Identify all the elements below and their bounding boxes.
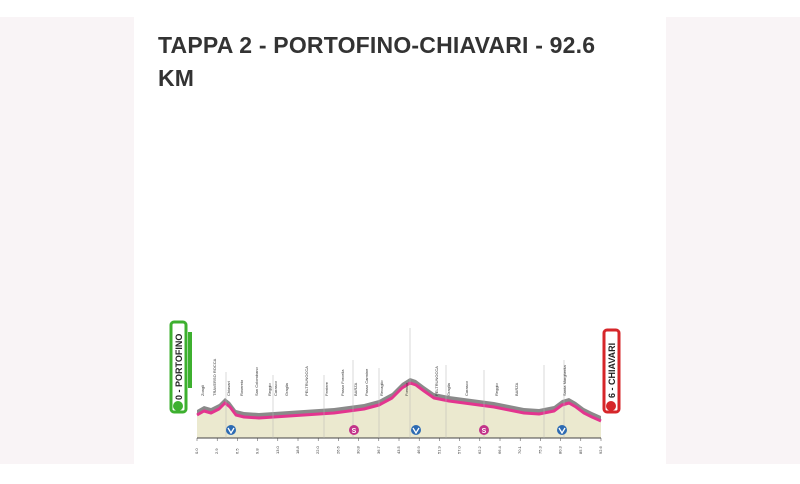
km-label: 66.4 — [497, 445, 502, 454]
locality-label: BARZA — [514, 382, 519, 396]
terrain-fill — [197, 383, 601, 438]
locality-label: Ferriere — [324, 381, 329, 396]
km-label: 62.2 — [477, 445, 482, 454]
locality-label: TRAVERSO ROCCA — [212, 358, 217, 396]
locality-label: Passo Forcella — [340, 369, 345, 396]
km-label: 46.9 — [416, 445, 421, 454]
stage-profile: 0 - PORTOFINO 6 - CHIAVARI — [164, 320, 626, 460]
stage-card: TAPPA 2 - PORTOFINO-CHIAVARI - 92.6 KM 0… — [134, 17, 666, 464]
locality-label: Carasco — [273, 380, 278, 396]
intermediate-sprint-marker: S — [479, 425, 489, 435]
kom-marker — [226, 425, 236, 435]
km-label: 80.3 — [558, 445, 563, 454]
route-line — [196, 381, 602, 423]
locality-label: Chiavari — [226, 381, 231, 396]
km-label: 75.3 — [537, 445, 542, 454]
page-title: TAPPA 2 - PORTOFINO-CHIAVARI - 92.6 KM — [158, 32, 596, 91]
km-label: 2.9 — [214, 448, 219, 454]
svg-text:S: S — [482, 428, 487, 435]
km-label: 6.5 — [234, 448, 239, 454]
start-marker: 0 - PORTOFINO — [169, 320, 192, 414]
km-label: 36.7 — [376, 445, 381, 454]
km-label: 13.0 — [275, 445, 280, 454]
locality-label: PELTRUNOCCA — [304, 366, 309, 396]
locality-label: Recaglio — [379, 380, 384, 396]
km-label: 51.9 — [436, 445, 441, 454]
locality-label: San Colombano — [254, 367, 259, 396]
intermediate-sprint-marker: S — [349, 425, 359, 435]
locality-label: Rovereto — [239, 379, 244, 396]
locality-label: Fornico — [404, 382, 409, 396]
right-margin — [666, 17, 800, 464]
km-label: 22.0 — [315, 445, 320, 454]
locality-label: Passo Carmine — [364, 368, 369, 396]
locality-label: BARZA — [353, 382, 358, 396]
finish-marker: 6 - CHIAVARI — [602, 328, 621, 414]
km-label: 30.8 — [356, 445, 361, 454]
km-label: 85.7 — [578, 445, 583, 454]
left-margin — [0, 17, 134, 464]
km-label: 0.0 — [194, 448, 199, 454]
locality-label: Reggio — [494, 383, 499, 396]
kom-marker — [557, 425, 567, 435]
svg-text:S: S — [352, 428, 357, 435]
finish-label: 6 - CHIAVARI — [607, 343, 617, 398]
kom-marker — [411, 425, 421, 435]
km-label: 57.0 — [457, 445, 462, 454]
km-labels: 0.0 2.9 6.5 9.8 13.0 18.8 22.0 26.6 30.8 36.7 43.5… — [194, 438, 603, 454]
locality-label: Graglia — [446, 382, 451, 396]
start-label: 0 - PORTOFINO — [174, 334, 184, 400]
locality-label: Graglia — [284, 382, 289, 396]
locality-label: Zoagli — [200, 385, 205, 396]
locality-label: Carasco — [464, 380, 469, 396]
km-label: 26.6 — [335, 445, 340, 454]
elevation-profile-graphic: 0 - PORTOFINO 6 - CHIAVARI — [169, 320, 621, 454]
locality-label: Santa Margherita — [562, 365, 567, 396]
km-label: 92.6 — [598, 445, 603, 454]
km-label: 9.8 — [255, 448, 260, 454]
locality-label: Reggio — [267, 383, 272, 396]
km-label: 43.5 — [396, 445, 401, 454]
locality-label: PELTRUNOCCA — [434, 366, 439, 396]
km-label: 18.8 — [295, 445, 300, 454]
locality-labels: Zoagli TRAVERSO ROCCA Chiavari Rovereto San … — [200, 358, 567, 396]
km-label: 70.1 — [517, 445, 522, 454]
